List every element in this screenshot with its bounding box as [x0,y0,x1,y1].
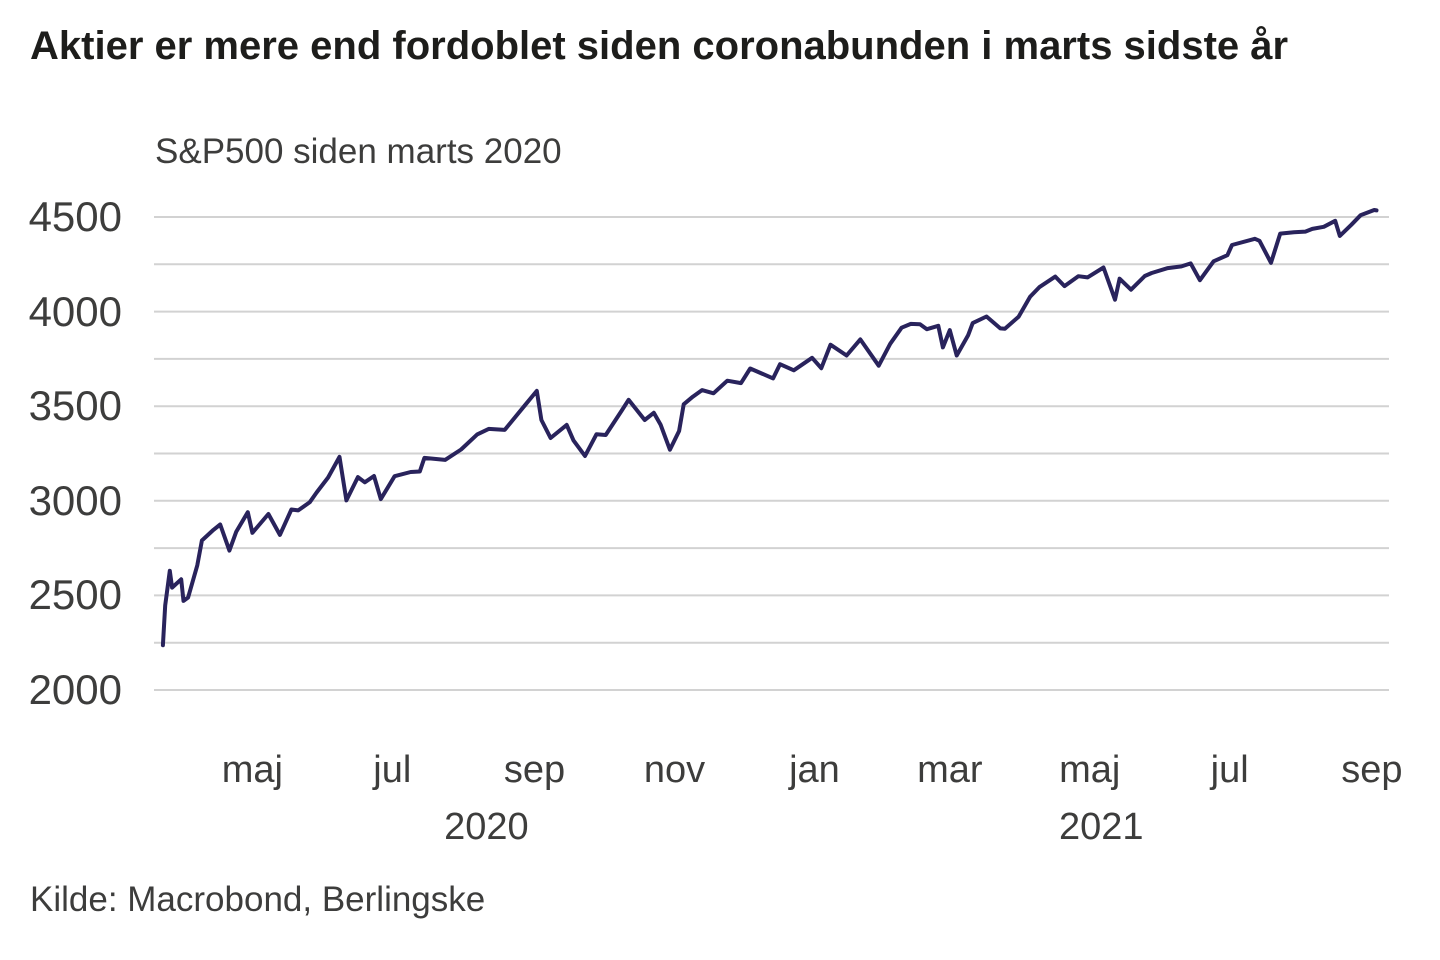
y-tick-label: 3500 [28,382,122,430]
x-tick-label: jul [1210,749,1249,791]
series-line-sp500 [160,208,1379,648]
x-tick-label: nov [643,749,706,791]
y-tick-label: 4500 [28,193,122,240]
year-label: 2020 [444,806,529,848]
source-note: Kilde: Macrobond, Berlingske [30,880,486,919]
y-tick-label: 4000 [28,287,122,335]
x-tick-label: maj [221,749,283,791]
x-tick-label: jan [789,749,840,791]
x-tick-label: sep [1341,749,1403,791]
x-tick-label: maj [1059,749,1121,791]
y-tick-label: 3000 [28,476,122,524]
y-tick-label: 2000 [28,666,122,713]
y-tick-label: 2500 [28,571,122,619]
x-tick-label: sep [503,749,566,791]
x-tick-label: mar [917,749,983,791]
chart-title: Aktier er mere end fordoblet siden coron… [30,24,1289,68]
x-tick-label: jul [373,749,412,791]
year-label: 2021 [1058,806,1144,848]
chart-subtitle: S&P500 siden marts 2020 [155,132,562,171]
